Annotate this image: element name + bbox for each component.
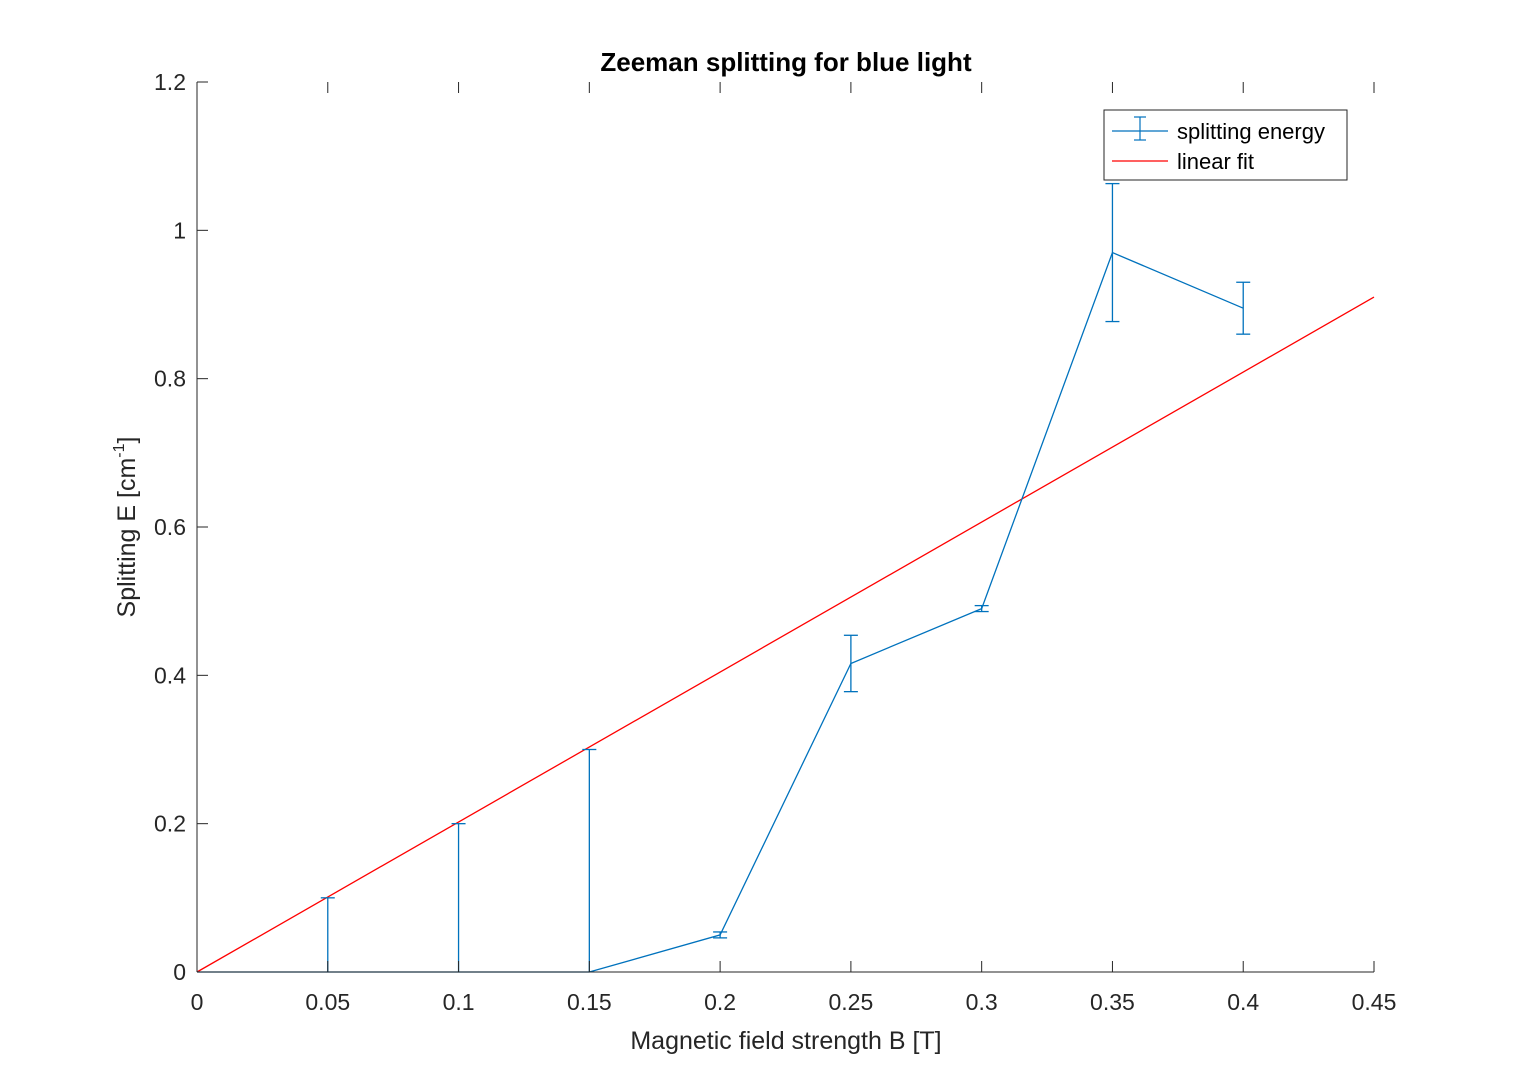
legend-box <box>1103 109 1348 181</box>
legend: splitting energy linear fit <box>1103 109 1348 181</box>
x-tick-label: 0.1 <box>443 989 475 1015</box>
y-tick-label: 0 <box>173 959 186 985</box>
x-tick-label: 0.05 <box>305 989 350 1015</box>
y-tick-label: 1 <box>173 217 186 243</box>
x-tick-label: 0.45 <box>1352 989 1397 1015</box>
x-tick-label: 0 <box>191 989 204 1015</box>
error-bar <box>1236 281 1251 335</box>
error-bar <box>1105 182 1120 323</box>
x-tick-label: 0.4 <box>1227 989 1259 1015</box>
y-axis-label: Splitting E [cm-1] <box>111 437 141 618</box>
error-bar <box>713 931 728 939</box>
x-ticks: 0 0.05 0.1 0.15 0.2 0.25 0.3 0.35 0.4 0.45 <box>191 82 1397 1015</box>
y-axis-label-close: ] <box>113 437 141 444</box>
error-bar <box>843 634 858 693</box>
x-tick-label: 0.35 <box>1090 989 1135 1015</box>
y-tick-label: 1.2 <box>154 69 186 95</box>
y-tick-label: 0.4 <box>154 662 186 688</box>
y-tick-label: 0.6 <box>154 514 186 540</box>
x-axis-label: Magnetic field strength B [T] <box>630 1027 941 1055</box>
x-tick-label: 0.3 <box>966 989 998 1015</box>
x-tick-label: 0.2 <box>704 989 736 1015</box>
error-bar <box>974 604 989 613</box>
x-tick-label: 0.15 <box>567 989 612 1015</box>
series-line-linear-fit <box>196 296 1375 973</box>
y-axis-label-main: Splitting E [cm <box>113 458 141 618</box>
x-tick-label: 0.25 <box>829 989 874 1015</box>
error-bar <box>582 748 597 972</box>
legend-label-linear-fit: linear fit <box>1177 149 1254 174</box>
legend-swatch-splitting-energy <box>1112 116 1168 141</box>
chart-title: Zeeman splitting for blue light <box>600 47 972 77</box>
y-tick-label: 0.2 <box>154 811 186 837</box>
error-bar <box>451 823 466 972</box>
y-ticks: 0 0.2 0.4 0.6 0.8 1 1.2 <box>154 69 208 985</box>
y-axis-label-superscript: -1 <box>111 443 128 457</box>
plot-background <box>197 82 1374 972</box>
legend-label-splitting-energy: splitting energy <box>1177 119 1325 144</box>
error-bar <box>320 897 335 972</box>
y-tick-label: 0.8 <box>154 366 186 392</box>
